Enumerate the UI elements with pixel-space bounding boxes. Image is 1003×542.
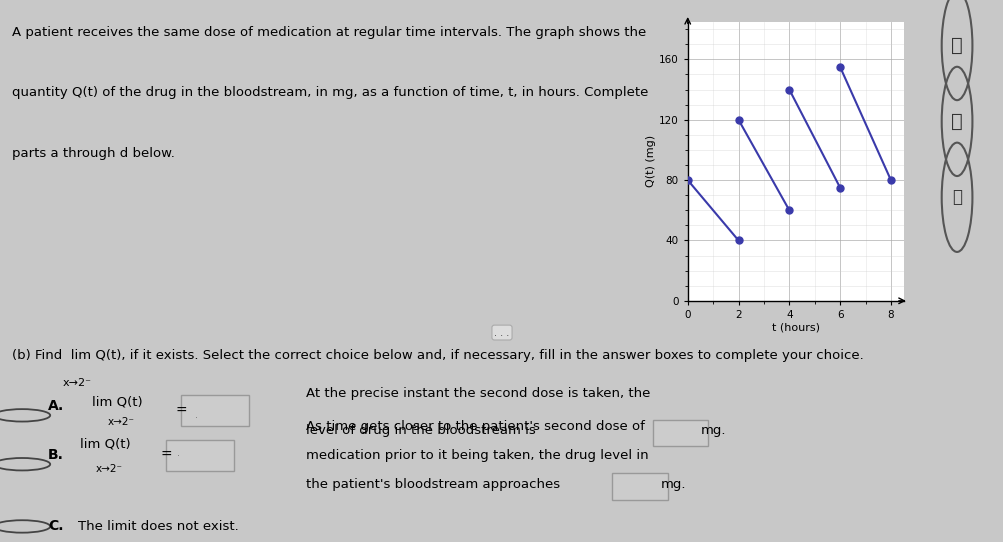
FancyBboxPatch shape xyxy=(181,395,249,427)
Text: x→2⁻: x→2⁻ xyxy=(95,463,122,474)
Text: A patient receives the same dose of medication at regular time intervals. The gr: A patient receives the same dose of medi… xyxy=(12,25,646,38)
Text: 🔍: 🔍 xyxy=(950,36,962,55)
Text: 🔍: 🔍 xyxy=(950,112,962,131)
Text: (b) Find  lim Q(t), if it exists. Select the correct choice below and, if necess: (b) Find lim Q(t), if it exists. Select … xyxy=(12,349,863,362)
Y-axis label: Q(t) (mg): Q(t) (mg) xyxy=(646,135,656,188)
X-axis label: t (hours): t (hours) xyxy=(771,322,818,333)
Text: At the precise instant the second dose is taken, the: At the precise instant the second dose i… xyxy=(306,386,650,399)
Text: B.: B. xyxy=(48,448,64,462)
Text: lim Q(t): lim Q(t) xyxy=(92,396,142,409)
Text: lim Q(t): lim Q(t) xyxy=(80,438,130,451)
Text: the patient's bloodstream approaches: the patient's bloodstream approaches xyxy=(306,478,560,491)
Text: parts a through d below.: parts a through d below. xyxy=(12,147,175,160)
Text: A.: A. xyxy=(48,399,64,414)
Text: mg.: mg. xyxy=(660,478,685,491)
Text: . . .: . . . xyxy=(493,327,510,338)
Text: .: . xyxy=(177,448,180,458)
Text: =: = xyxy=(160,448,173,462)
Text: x→2⁻: x→2⁻ xyxy=(62,378,91,388)
Text: .: . xyxy=(195,410,198,421)
Text: quantity Q(t) of the drug in the bloodstream, in mg, as a function of time, t, i: quantity Q(t) of the drug in the bloodst… xyxy=(12,86,648,99)
Text: As time gets closer to the patient's second dose of: As time gets closer to the patient's sec… xyxy=(306,420,645,433)
FancyBboxPatch shape xyxy=(612,473,667,500)
Text: The limit does not exist.: The limit does not exist. xyxy=(78,520,239,533)
FancyBboxPatch shape xyxy=(165,440,234,471)
FancyBboxPatch shape xyxy=(652,420,707,447)
Text: medication prior to it being taken, the drug level in: medication prior to it being taken, the … xyxy=(306,449,648,462)
Text: level of drug in the bloodstream is: level of drug in the bloodstream is xyxy=(306,424,536,437)
Text: =: = xyxy=(176,404,188,418)
Text: C.: C. xyxy=(48,519,63,533)
Text: ⧉: ⧉ xyxy=(951,188,961,207)
Text: mg.: mg. xyxy=(700,424,725,437)
Text: x→2⁻: x→2⁻ xyxy=(107,417,134,427)
